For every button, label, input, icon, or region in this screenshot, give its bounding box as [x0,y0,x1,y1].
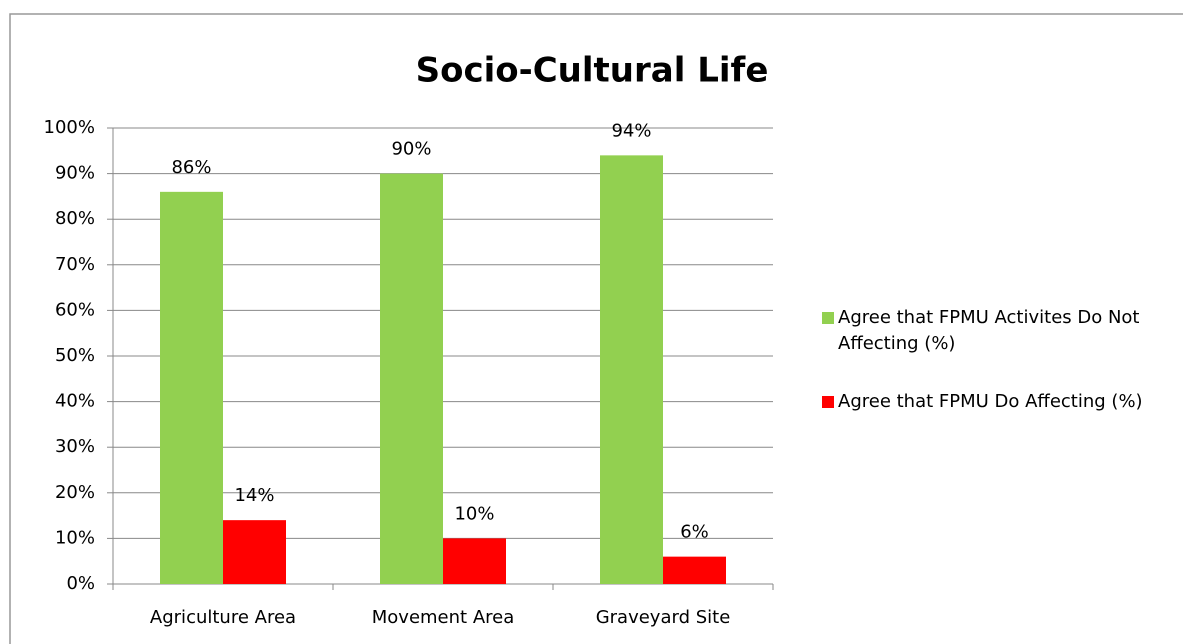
bar [223,520,286,584]
y-tick-label: 80% [55,208,95,229]
y-tick-label: 100% [44,117,95,138]
x-tick-label: Agriculture Area [150,607,296,628]
value-label: 90% [391,139,431,160]
value-label: 6% [680,522,709,543]
legend-item: Agree that FPMU Do Affecting (%) [822,389,1183,415]
y-tick-label: 50% [55,345,95,366]
chart-title: Socio-Cultural Life [416,51,769,91]
bar [380,173,443,584]
legend-label: Agree that FPMU Do Affecting (%) [838,391,1143,412]
y-tick-label: 60% [55,299,95,320]
x-tick-label: Graveyard Site [596,607,731,628]
value-label: 14% [234,485,274,506]
y-tick-label: 0% [66,573,95,594]
bar [663,556,726,584]
y-tick-label: 40% [55,391,95,412]
value-label: 86% [171,157,211,178]
value-label: 94% [611,120,651,141]
legend-swatch [822,312,834,324]
y-tick-label: 10% [55,527,95,548]
legend-swatch [822,396,834,408]
bar [600,155,663,585]
y-tick-label: 20% [55,482,95,503]
y-tick-label: 30% [55,436,95,457]
y-tick-label: 90% [55,163,95,184]
legend-label: Agree that FPMU Activites Do Not Affecti… [838,307,1140,354]
value-label: 10% [454,503,494,524]
legend-item: Agree that FPMU Activites Do Not Affecti… [822,305,1183,357]
x-tick-label: Movement Area [372,607,515,628]
y-tick-label: 70% [55,254,95,275]
bar [443,538,506,584]
bar [160,191,223,584]
